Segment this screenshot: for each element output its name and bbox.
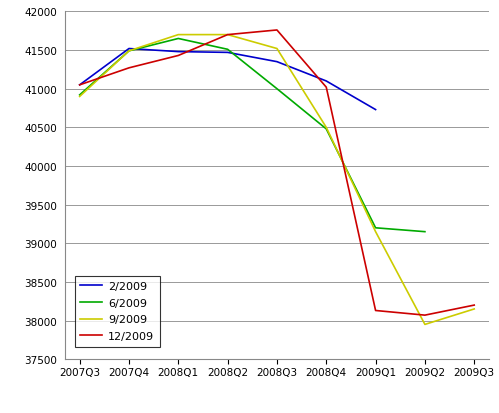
2/2009 (126, 47, 132, 52)
6/2009 (323, 127, 329, 132)
12/2009 (274, 28, 280, 33)
9/2009 (274, 47, 280, 52)
2/2009 (77, 83, 83, 88)
2/2009 (225, 51, 231, 56)
9/2009 (471, 307, 477, 312)
Line: 12/2009: 12/2009 (80, 31, 474, 316)
2/2009 (175, 50, 181, 55)
9/2009 (422, 322, 428, 327)
12/2009 (126, 66, 132, 71)
6/2009 (126, 49, 132, 54)
9/2009 (373, 230, 379, 235)
6/2009 (422, 230, 428, 235)
6/2009 (225, 47, 231, 52)
6/2009 (373, 226, 379, 231)
12/2009 (373, 308, 379, 313)
12/2009 (422, 313, 428, 318)
9/2009 (126, 49, 132, 54)
6/2009 (77, 93, 83, 98)
9/2009 (175, 33, 181, 38)
12/2009 (175, 54, 181, 59)
2/2009 (274, 60, 280, 65)
Line: 6/2009: 6/2009 (80, 39, 425, 232)
12/2009 (471, 303, 477, 308)
9/2009 (225, 33, 231, 38)
12/2009 (323, 85, 329, 90)
6/2009 (175, 37, 181, 42)
Legend: 2/2009, 6/2009, 9/2009, 12/2009: 2/2009, 6/2009, 9/2009, 12/2009 (75, 276, 160, 347)
9/2009 (77, 95, 83, 100)
12/2009 (225, 33, 231, 38)
2/2009 (373, 108, 379, 113)
Line: 9/2009: 9/2009 (80, 36, 474, 325)
9/2009 (323, 126, 329, 131)
Line: 2/2009: 2/2009 (80, 50, 376, 110)
2/2009 (323, 79, 329, 84)
12/2009 (77, 83, 83, 88)
6/2009 (274, 87, 280, 92)
